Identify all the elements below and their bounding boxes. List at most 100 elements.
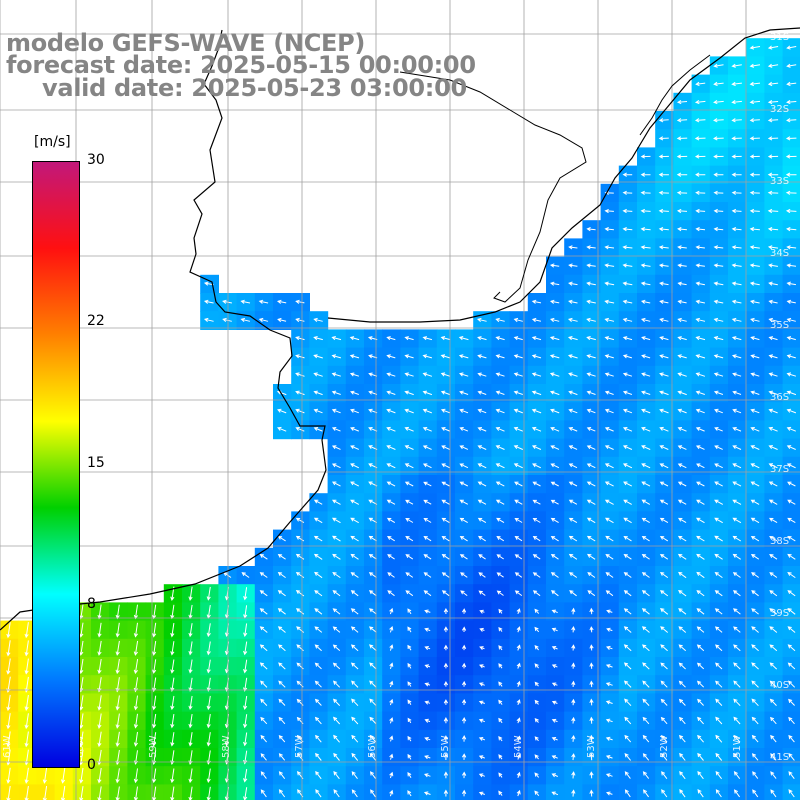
wind-arrow bbox=[586, 463, 596, 469]
wind-arrow bbox=[768, 390, 778, 395]
wind-arrow bbox=[222, 299, 233, 304]
wind-arrow bbox=[697, 789, 704, 798]
wind-arrow bbox=[641, 408, 651, 414]
wind-arrow bbox=[571, 625, 576, 633]
wind-arrow bbox=[623, 481, 633, 487]
wind-arrow bbox=[115, 768, 120, 784]
wind-arrow bbox=[331, 390, 341, 395]
wind-arrow bbox=[443, 626, 449, 633]
wind-arrow bbox=[407, 644, 412, 651]
wind-arrow bbox=[714, 499, 724, 505]
wind-arrow bbox=[604, 481, 614, 487]
latitude-label: 38S bbox=[770, 536, 789, 547]
wind-arrow bbox=[659, 499, 669, 505]
wind-arrow bbox=[640, 227, 651, 232]
wind-arrow bbox=[788, 771, 795, 780]
wind-arrow bbox=[443, 735, 449, 742]
wind-arrow bbox=[259, 608, 268, 615]
wind-arrow bbox=[604, 263, 615, 268]
tick-labels: 61W60W59W58W57W56W55W54W53W52W51W50W31S3… bbox=[2, 32, 789, 763]
wind-arrow bbox=[678, 589, 687, 597]
wind-arrow bbox=[567, 336, 578, 341]
wind-arrow bbox=[731, 354, 742, 359]
wind-arrow bbox=[676, 136, 688, 141]
wind-arrow bbox=[389, 644, 394, 651]
wind-arrow bbox=[713, 372, 724, 377]
wind-arrow bbox=[786, 227, 797, 232]
wind-arrow bbox=[404, 445, 414, 450]
wind-arrow bbox=[498, 663, 503, 669]
wind-arrow bbox=[623, 662, 632, 670]
wind-arrow bbox=[295, 572, 305, 579]
wind-arrow bbox=[387, 572, 395, 578]
wind-arrow bbox=[460, 590, 468, 597]
wind-arrow bbox=[332, 626, 341, 633]
wind-arrow bbox=[551, 791, 559, 796]
wind-arrow bbox=[496, 572, 504, 578]
wind-arrow bbox=[604, 372, 614, 377]
wind-arrow bbox=[568, 535, 578, 542]
wind-arrow bbox=[660, 752, 668, 761]
wind-arrow bbox=[733, 644, 741, 652]
wind-arrow bbox=[732, 608, 741, 615]
wind-arrow bbox=[496, 554, 504, 560]
wind-arrow bbox=[370, 789, 376, 798]
wind-arrow bbox=[423, 517, 432, 523]
wind-arrow bbox=[713, 154, 724, 159]
latitude-label: 31S bbox=[770, 32, 789, 43]
wind-arrow bbox=[460, 572, 468, 578]
forecast-date-text: forecast date: 2025-05-15 00:00:00 bbox=[6, 51, 476, 79]
wind-arrow bbox=[767, 81, 779, 87]
wind-arrow bbox=[386, 390, 396, 395]
wind-arrow bbox=[658, 263, 669, 268]
wind-arrow bbox=[313, 317, 323, 322]
wind-arrow bbox=[678, 644, 687, 652]
wind-arrow bbox=[170, 695, 175, 711]
wind-arrow bbox=[532, 517, 541, 523]
wind-arrow bbox=[659, 554, 669, 560]
wind-arrow bbox=[459, 554, 468, 560]
wind-arrow bbox=[459, 463, 469, 469]
wind-arrow bbox=[549, 263, 560, 268]
wind-arrow bbox=[694, 118, 706, 123]
wind-arrow bbox=[532, 463, 542, 469]
wind-arrow bbox=[641, 535, 650, 542]
wind-arrow bbox=[277, 535, 286, 542]
wind-arrow bbox=[659, 426, 669, 432]
wind-arrow bbox=[770, 789, 777, 798]
wind-arrow bbox=[568, 299, 578, 304]
wind-arrow bbox=[713, 390, 724, 395]
wind-arrow bbox=[551, 737, 558, 741]
wind-arrow bbox=[642, 698, 650, 706]
wind-arrow bbox=[642, 716, 650, 725]
wind-arrow bbox=[259, 572, 268, 578]
wind-arrow bbox=[770, 734, 777, 743]
longitude-label: 59W bbox=[148, 735, 159, 758]
wind-arrow bbox=[605, 517, 614, 524]
wind-arrow bbox=[604, 299, 615, 304]
wind-arrow bbox=[423, 791, 431, 796]
wind-arrow bbox=[622, 372, 633, 377]
wind-arrow bbox=[571, 771, 576, 779]
wind-arrow bbox=[351, 680, 359, 688]
wind-arrow bbox=[386, 372, 396, 377]
wind-arrow bbox=[405, 572, 414, 578]
wind-arrow bbox=[133, 640, 139, 656]
wind-arrow bbox=[749, 154, 760, 159]
wind-arrow bbox=[188, 714, 193, 729]
wind-arrow bbox=[714, 481, 723, 487]
wind-arrow bbox=[641, 590, 650, 597]
wind-arrow bbox=[389, 735, 394, 742]
latitude-label: 32S bbox=[770, 104, 789, 115]
wind-arrow bbox=[661, 789, 668, 798]
wind-arrow bbox=[605, 755, 613, 760]
wind-arrow bbox=[313, 372, 323, 377]
wind-arrow bbox=[479, 646, 485, 651]
wind-arrow bbox=[389, 662, 394, 669]
wind-arrow bbox=[441, 445, 450, 450]
wind-arrow bbox=[422, 336, 433, 341]
wind-arrow bbox=[350, 481, 360, 487]
wind-arrow bbox=[423, 590, 432, 597]
wind-arrow bbox=[568, 572, 578, 578]
colorbar-tick-label: 30 bbox=[87, 152, 105, 168]
